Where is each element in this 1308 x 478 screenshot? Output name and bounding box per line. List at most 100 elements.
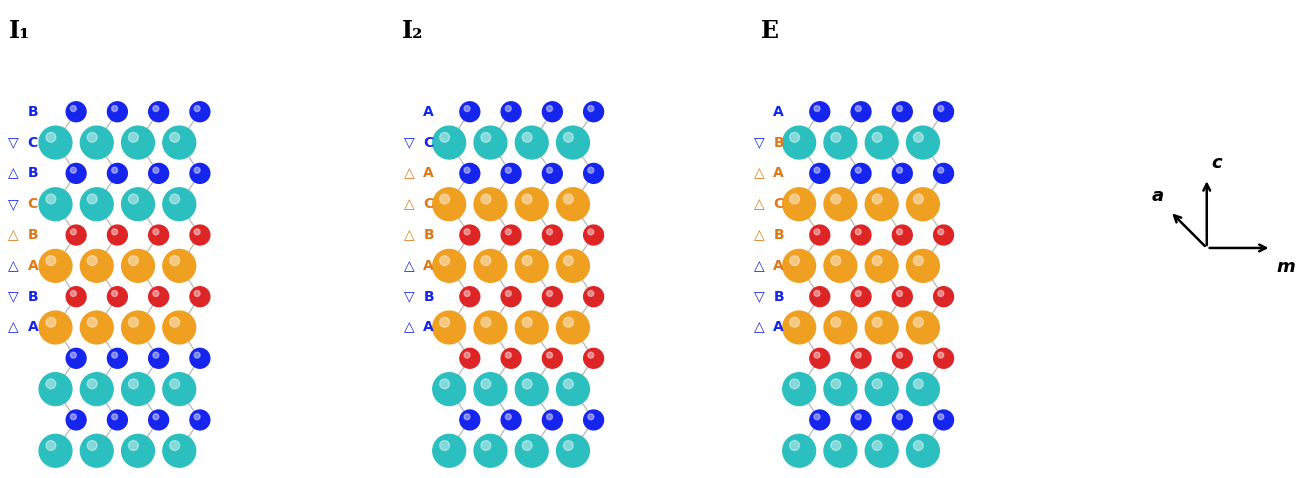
Circle shape bbox=[782, 435, 816, 467]
Text: B: B bbox=[424, 290, 434, 304]
Circle shape bbox=[855, 414, 861, 420]
Text: C: C bbox=[424, 136, 433, 150]
Circle shape bbox=[107, 102, 127, 122]
Circle shape bbox=[872, 132, 882, 142]
Circle shape bbox=[557, 188, 590, 221]
Circle shape bbox=[543, 287, 562, 306]
Circle shape bbox=[543, 225, 562, 245]
Circle shape bbox=[481, 194, 490, 204]
Circle shape bbox=[938, 291, 944, 296]
Circle shape bbox=[564, 194, 573, 204]
Circle shape bbox=[522, 441, 532, 450]
Circle shape bbox=[460, 410, 480, 430]
Circle shape bbox=[122, 250, 154, 282]
Circle shape bbox=[938, 414, 944, 420]
Circle shape bbox=[190, 163, 209, 184]
Circle shape bbox=[557, 311, 590, 344]
Circle shape bbox=[464, 229, 470, 235]
Text: C: C bbox=[773, 197, 783, 211]
Circle shape bbox=[71, 291, 76, 296]
Circle shape bbox=[111, 414, 118, 420]
Circle shape bbox=[872, 256, 882, 265]
Circle shape bbox=[831, 132, 841, 142]
Circle shape bbox=[814, 106, 820, 111]
Circle shape bbox=[111, 352, 118, 358]
Text: a: a bbox=[1152, 187, 1164, 206]
Circle shape bbox=[892, 410, 912, 430]
Circle shape bbox=[464, 167, 470, 173]
Circle shape bbox=[88, 379, 97, 389]
Circle shape bbox=[564, 132, 573, 142]
Circle shape bbox=[515, 435, 548, 467]
Circle shape bbox=[866, 126, 899, 159]
Circle shape bbox=[892, 225, 912, 245]
Circle shape bbox=[128, 379, 139, 389]
Text: A: A bbox=[773, 320, 783, 335]
Circle shape bbox=[505, 106, 511, 111]
Circle shape bbox=[122, 188, 154, 221]
Circle shape bbox=[164, 435, 196, 467]
Circle shape bbox=[190, 287, 209, 306]
Circle shape bbox=[892, 102, 912, 122]
Circle shape bbox=[583, 348, 603, 368]
Circle shape bbox=[464, 291, 470, 296]
Circle shape bbox=[88, 132, 97, 142]
Circle shape bbox=[170, 256, 179, 265]
Circle shape bbox=[564, 256, 573, 265]
Circle shape bbox=[46, 317, 56, 327]
Circle shape bbox=[433, 250, 466, 282]
Text: △: △ bbox=[8, 259, 20, 273]
Circle shape bbox=[831, 441, 841, 450]
Circle shape bbox=[80, 188, 114, 221]
Circle shape bbox=[122, 373, 154, 405]
Circle shape bbox=[790, 441, 799, 450]
Circle shape bbox=[153, 167, 158, 173]
Circle shape bbox=[831, 317, 841, 327]
Circle shape bbox=[501, 102, 521, 122]
Circle shape bbox=[128, 194, 139, 204]
Circle shape bbox=[913, 256, 923, 265]
Circle shape bbox=[194, 106, 200, 111]
Circle shape bbox=[934, 163, 954, 184]
Circle shape bbox=[814, 167, 820, 173]
Circle shape bbox=[906, 188, 939, 221]
Circle shape bbox=[583, 225, 603, 245]
Circle shape bbox=[583, 410, 603, 430]
Text: B: B bbox=[773, 290, 783, 304]
Circle shape bbox=[149, 410, 169, 430]
Circle shape bbox=[543, 102, 562, 122]
Text: △: △ bbox=[8, 228, 20, 242]
Text: E: E bbox=[761, 19, 780, 43]
Circle shape bbox=[67, 225, 86, 245]
Text: B: B bbox=[27, 228, 38, 242]
Circle shape bbox=[515, 126, 548, 159]
Circle shape bbox=[547, 414, 552, 420]
Circle shape bbox=[505, 414, 511, 420]
Circle shape bbox=[473, 311, 508, 344]
Circle shape bbox=[790, 132, 799, 142]
Circle shape bbox=[170, 194, 179, 204]
Circle shape bbox=[439, 379, 450, 389]
Circle shape bbox=[522, 194, 532, 204]
Circle shape bbox=[153, 106, 158, 111]
Circle shape bbox=[153, 229, 158, 235]
Circle shape bbox=[896, 229, 903, 235]
Text: A: A bbox=[773, 259, 783, 273]
Circle shape bbox=[107, 287, 127, 306]
Circle shape bbox=[913, 441, 923, 450]
Circle shape bbox=[824, 311, 857, 344]
Text: A: A bbox=[773, 105, 783, 119]
Circle shape bbox=[149, 225, 169, 245]
Circle shape bbox=[481, 317, 490, 327]
Circle shape bbox=[866, 373, 899, 405]
Text: △: △ bbox=[404, 259, 415, 273]
Circle shape bbox=[67, 410, 86, 430]
Circle shape bbox=[824, 126, 857, 159]
Circle shape bbox=[194, 291, 200, 296]
Circle shape bbox=[505, 352, 511, 358]
Circle shape bbox=[913, 317, 923, 327]
Circle shape bbox=[543, 348, 562, 368]
Circle shape bbox=[583, 102, 603, 122]
Circle shape bbox=[810, 225, 829, 245]
Circle shape bbox=[501, 410, 521, 430]
